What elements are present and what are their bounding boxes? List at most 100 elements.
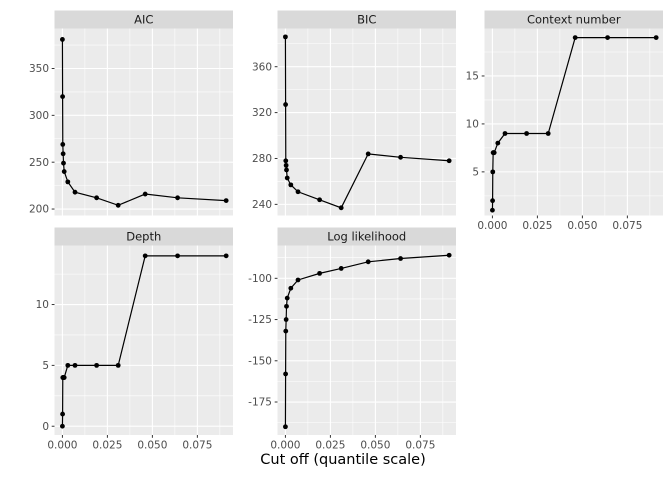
strip-title: Context number — [527, 13, 621, 27]
data-point — [60, 94, 65, 100]
data-point — [60, 141, 66, 147]
data-point — [491, 150, 497, 156]
x-tick-label: 0.075 — [612, 220, 642, 232]
data-point — [142, 253, 148, 259]
data-point — [283, 424, 288, 430]
facet-strip — [54, 10, 233, 29]
data-point — [295, 189, 301, 195]
y-tick-label: 300 — [29, 110, 49, 122]
data-point — [398, 154, 403, 160]
data-point — [495, 140, 501, 146]
x-tick-label: 0.000 — [477, 220, 507, 232]
data-point — [284, 175, 290, 181]
y-tick-label: 350 — [29, 63, 49, 75]
y-tick-label: 240 — [252, 199, 272, 211]
x-tick-label: 0.075 — [405, 440, 435, 452]
data-point — [288, 182, 294, 188]
data-point — [284, 167, 289, 173]
strip-title: BIC — [357, 13, 376, 27]
data-point — [317, 197, 323, 203]
data-point — [490, 198, 495, 204]
data-point — [94, 362, 100, 368]
data-point — [284, 303, 289, 309]
data-point — [94, 195, 100, 201]
x-tick-label: 0.025 — [315, 440, 345, 452]
data-point — [295, 277, 301, 283]
data-point — [605, 35, 610, 41]
data-point — [365, 259, 371, 265]
data-point — [490, 207, 495, 213]
x-tick-label: 0.050 — [137, 440, 167, 452]
y-tick-label: 5 — [472, 166, 479, 178]
data-point — [284, 295, 290, 301]
y-tick-label: -150 — [248, 355, 272, 367]
facet-strip — [54, 227, 233, 246]
data-point — [115, 362, 121, 368]
data-point — [338, 266, 344, 271]
x-tick-label: 0.075 — [182, 440, 212, 452]
data-point — [61, 169, 67, 174]
data-point — [72, 189, 78, 195]
panel-background — [54, 28, 233, 216]
data-point — [317, 270, 323, 276]
x-axis-title: Cut off (quantile scale) — [260, 452, 426, 468]
data-point — [283, 158, 289, 164]
data-point — [223, 198, 229, 204]
panel-background — [277, 28, 456, 216]
facet-strip — [484, 10, 663, 29]
data-point — [61, 160, 66, 166]
y-tick-label: 250 — [29, 157, 49, 169]
data-point — [398, 256, 403, 261]
x-tick-label: 0.050 — [567, 220, 597, 232]
y-tick-label: 10 — [466, 119, 479, 131]
data-point — [61, 375, 67, 380]
data-point — [283, 34, 288, 40]
strip-title: AIC — [134, 13, 153, 27]
x-tick-label: 0.025 — [522, 220, 552, 232]
data-point — [365, 151, 371, 157]
data-point — [60, 151, 66, 157]
data-point — [283, 317, 289, 322]
x-tick-label: 0.000 — [270, 440, 300, 452]
data-point — [60, 37, 65, 42]
data-point — [65, 362, 71, 368]
y-tick-label: -125 — [248, 314, 272, 326]
strip-title: Depth — [126, 230, 161, 244]
panel-background — [484, 28, 663, 216]
data-point — [72, 362, 78, 368]
data-point — [175, 253, 180, 259]
data-point — [572, 35, 578, 41]
data-point — [283, 162, 289, 168]
data-point — [60, 411, 65, 417]
y-tick-label: 360 — [252, 61, 272, 73]
y-tick-label: 5 — [42, 360, 49, 372]
facet-strip — [277, 227, 456, 246]
strip-title: Log likelihood — [327, 230, 406, 244]
facet-strip — [277, 10, 456, 29]
y-tick-label: 200 — [29, 204, 49, 216]
y-tick-label: 0 — [42, 421, 49, 433]
data-point — [283, 328, 289, 334]
data-point — [446, 158, 452, 164]
data-point — [142, 191, 148, 197]
x-tick-label: 0.025 — [92, 440, 122, 452]
y-tick-label: 320 — [252, 107, 272, 119]
y-tick-label: -175 — [248, 397, 272, 409]
y-tick-label: -100 — [248, 273, 272, 285]
data-point — [338, 205, 344, 211]
y-tick-label: 15 — [466, 71, 479, 83]
panel-background — [54, 245, 233, 435]
data-point — [545, 131, 551, 136]
data-point — [223, 253, 229, 259]
data-point — [60, 423, 65, 429]
data-point — [175, 195, 180, 201]
x-tick-label: 0.000 — [47, 440, 77, 452]
data-point — [524, 131, 530, 136]
data-point — [288, 285, 294, 291]
data-point — [115, 202, 121, 208]
data-point — [283, 102, 288, 107]
y-tick-label: 10 — [36, 299, 49, 311]
data-point — [653, 35, 659, 41]
